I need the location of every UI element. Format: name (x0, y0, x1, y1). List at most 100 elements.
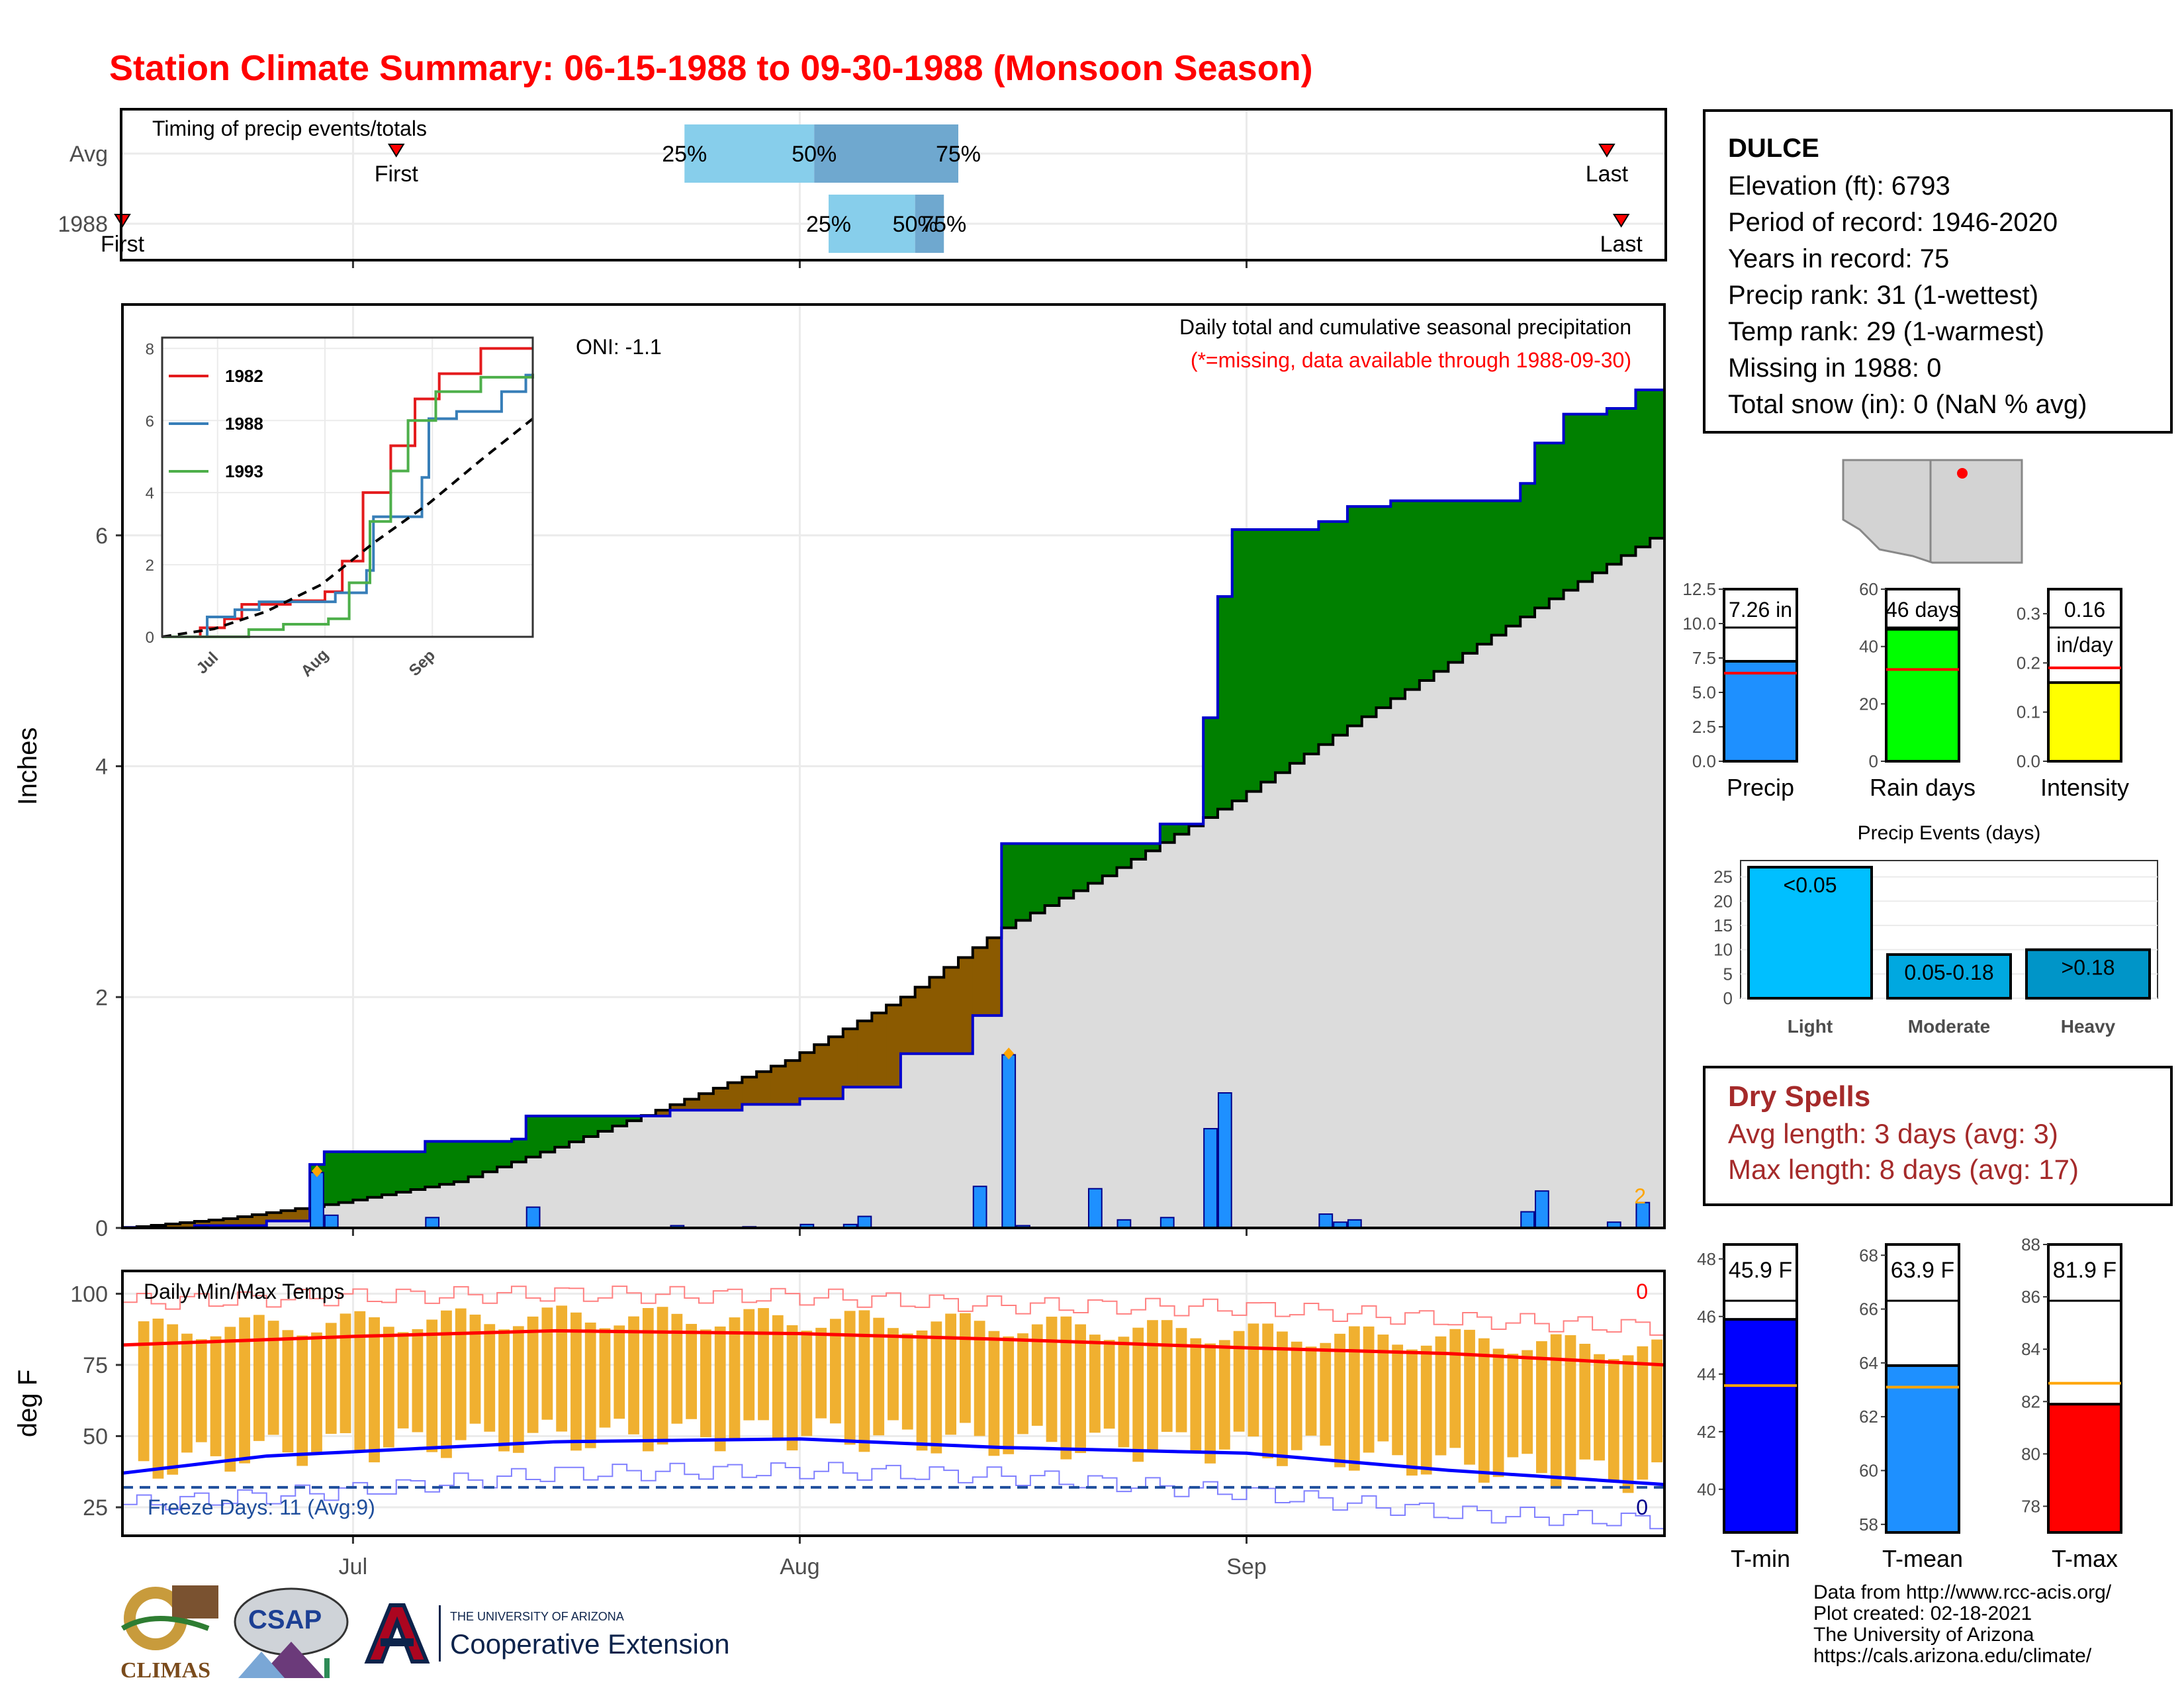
deficit-band (799, 1053, 815, 1099)
deficit-band (872, 1013, 887, 1088)
daily-precip-bar (1087, 1188, 1103, 1229)
summary-y-tick-label: 84 (2021, 1339, 2040, 1359)
summary-category-label: Intensity (2040, 774, 2129, 801)
events-category-label: Heavy (2061, 1016, 2116, 1037)
surplus-band (353, 1151, 368, 1200)
daily-temp-range-bar (1651, 1339, 1662, 1463)
deficit-band (295, 1208, 310, 1221)
daily-temp-range-bar (311, 1332, 322, 1455)
daily-temp-range-bar (714, 1326, 726, 1452)
surplus-band (1289, 530, 1305, 764)
daily-temp-range-bar (253, 1315, 265, 1441)
daily-temp-range-bar (1175, 1328, 1187, 1432)
timing-q25-label: 25% (662, 142, 707, 167)
precip-summary-bars: 0.0 2.5 5.0 7.5 10.0 12.5 Precip 0 20 40 60 Rain da… (1682, 579, 2129, 801)
daily-temp-range-bar (931, 1321, 942, 1454)
summary-bar (1723, 659, 1798, 763)
summary-y-tick-label: 64 (1859, 1353, 1878, 1373)
summary-y-tick-label: 86 (2021, 1287, 2040, 1307)
summary-y-tick-label: 78 (2021, 1496, 2040, 1516)
deficit-band (785, 1060, 801, 1105)
footer-credits: Data from http://www.rcc-acis.org/ Plot … (1813, 1582, 2111, 1667)
summary-y-tick-label: 40 (1859, 637, 1878, 657)
daily-temp-range-bar (325, 1323, 337, 1434)
surplus-band (1463, 500, 1478, 653)
daily-temp-range-bar (1637, 1346, 1649, 1480)
summary-y-tick-label: 62 (1859, 1407, 1878, 1427)
daily-temp-range-bar (1435, 1336, 1447, 1456)
deficit-band (944, 967, 959, 1054)
summary-y-tick-label: 48 (1697, 1249, 1716, 1269)
daily-temp-range-bar (512, 1326, 524, 1453)
surplus-band (1073, 843, 1089, 891)
daily-temp-range-bar (1248, 1323, 1259, 1437)
precip-events-chart: Precip Events (days) 0 5 10 15 20 25 <0.05 Light… (1713, 822, 2158, 1037)
summary-y-tick-label: 42 (1697, 1422, 1716, 1442)
deficit-band (958, 957, 974, 1054)
daily-temp-range-bar (1594, 1354, 1605, 1461)
timing-row-label: 1988 (58, 212, 108, 237)
surplus-band (1304, 530, 1319, 754)
inset-legend-label: 1982 (225, 366, 263, 386)
dry-spells-avg: Avg length: 3 days (avg: 3) (1728, 1118, 2058, 1149)
surplus-band (1146, 843, 1161, 851)
dry-spells-max: Max length: 8 days (avg: 17) (1728, 1154, 2079, 1185)
temp-summary-value-label: 63.9 F (1891, 1258, 1954, 1283)
summary-y-tick-label: 5.0 (1692, 682, 1716, 702)
surplus-band (1016, 843, 1031, 921)
events-y-tick-label: 5 (1723, 964, 1733, 984)
surplus-band (381, 1151, 397, 1195)
daily-precip-bar (1535, 1190, 1549, 1229)
average-cumulative-line (122, 530, 1666, 1229)
deficit-band (900, 997, 916, 1054)
station-location-marker (1957, 468, 1968, 479)
daily-temp-range-bar (1348, 1326, 1360, 1471)
deficit-band (886, 1005, 901, 1088)
station-missing: Missing in 1988: 0 (1728, 353, 1942, 383)
inset-series-line (162, 373, 534, 638)
daily-temp-range-bar (1334, 1333, 1345, 1468)
summary-y-tick-label: 40 (1697, 1479, 1716, 1499)
surplus-band (396, 1151, 412, 1192)
surplus-band (1563, 414, 1578, 590)
inset-y-tick-label: 2 (146, 557, 154, 575)
footer-university: The University of Arizona (1813, 1624, 2034, 1646)
daily-temp-range-bar (801, 1331, 813, 1436)
summary-bar (2047, 1403, 2122, 1534)
surplus-band (1333, 521, 1348, 735)
x-tick-label: Sep (1226, 1554, 1267, 1579)
daily-temp-range-bar (383, 1327, 394, 1448)
summary-y-tick-label: 0.3 (2017, 604, 2040, 624)
daily-temp-range-bar (844, 1311, 856, 1445)
events-y-tick-label: 15 (1713, 915, 1733, 935)
surplus-band (410, 1151, 426, 1190)
footer-url: https://cals.arizona.edu/climate/ (1813, 1645, 2092, 1667)
daily-temp-range-bar (1536, 1341, 1547, 1474)
precip-chart: 0 2 4 6 Inches ONI: -1.1 Daily total and cumul… (13, 303, 1666, 1241)
surplus-band (1535, 443, 1550, 608)
daily-temp-range-bar (887, 1328, 899, 1421)
missing-note: (*=missing, data available through 1988-… (1191, 348, 1631, 372)
daily-temp-range-bar (1392, 1344, 1404, 1456)
surplus-band (1030, 843, 1046, 914)
events-category-label: Moderate (1908, 1016, 1990, 1037)
surplus-band (1261, 530, 1276, 782)
daily-temp-range-bar (1103, 1340, 1115, 1429)
temp-y-tick-label: 100 (70, 1282, 108, 1307)
station-temp-rank: Temp rank: 29 (1-warmest) (1728, 317, 2044, 346)
daily-temp-range-bar (700, 1329, 711, 1438)
station-years: Years in record: 75 (1728, 244, 1950, 273)
station-period: Period of record: 1946-2020 (1728, 208, 2058, 237)
summary-y-tick-label: 60 (1859, 579, 1878, 599)
timing-panel: 25% 50% 75% First Last Avg 25% 50% 75% First Last 1… (26, 106, 1667, 271)
deficit-band (238, 1216, 253, 1226)
summary-bar (1885, 628, 1960, 763)
surplus-band (1160, 823, 1175, 843)
surplus-band (1246, 530, 1261, 792)
daily-temp-range-bar (1464, 1329, 1475, 1465)
timing-q25-label: 25% (806, 212, 851, 237)
summary-y-tick-label: 0.0 (2017, 751, 2040, 771)
daily-temp-range-bar (1363, 1326, 1375, 1453)
surplus-band (598, 1115, 613, 1132)
